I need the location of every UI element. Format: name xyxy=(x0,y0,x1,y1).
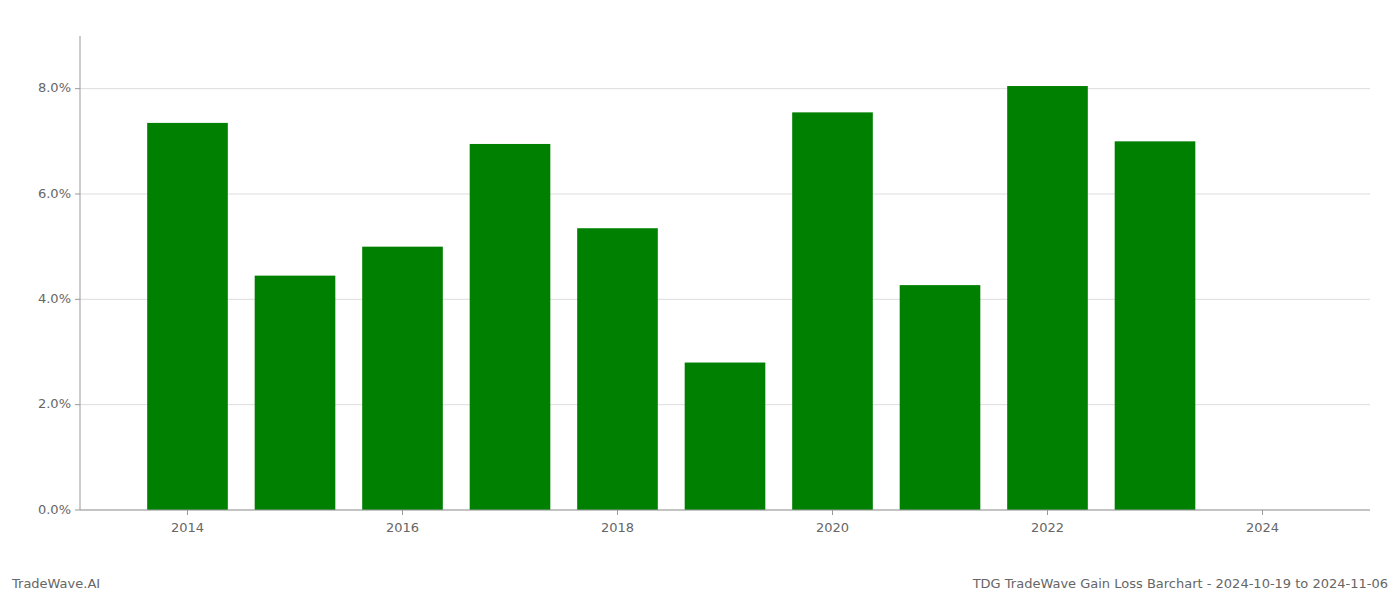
x-tick xyxy=(402,510,403,515)
bar xyxy=(255,276,336,510)
axes: 2014 2016 2018 2020 2022 2024 0.0% 2.0% 4.0% 6.0%… xyxy=(38,36,1370,535)
x-tick-label: 2018 xyxy=(601,520,634,535)
y-tick xyxy=(75,88,80,89)
x-tick-label: 2020 xyxy=(816,520,849,535)
y-tick xyxy=(75,510,80,511)
y-tick-label: 2.0% xyxy=(38,396,71,411)
x-tick-label: 2014 xyxy=(171,520,204,535)
bar xyxy=(470,144,551,510)
x-tick xyxy=(187,510,188,515)
x-tick-label: 2016 xyxy=(386,520,419,535)
x-tick xyxy=(617,510,618,515)
grid-line xyxy=(80,88,1370,89)
y-tick xyxy=(75,299,80,300)
y-tick-label: 6.0% xyxy=(38,186,71,201)
grid xyxy=(80,89,1370,510)
y-tick-label: 8.0% xyxy=(38,80,71,95)
bar xyxy=(685,363,766,510)
x-tick-label: 2024 xyxy=(1246,520,1279,535)
chart: 2014 2016 2018 2020 2022 2024 0.0% 2.0% 4.0% 6.0%… xyxy=(0,0,1400,600)
x-tick xyxy=(832,510,833,515)
bar xyxy=(362,247,443,510)
bar xyxy=(1007,86,1088,510)
bars xyxy=(147,86,1195,510)
y-tick-label: 4.0% xyxy=(38,291,71,306)
bar xyxy=(577,228,658,510)
bar xyxy=(792,112,873,510)
annotation: TradeWave.AI xyxy=(11,576,100,591)
bar xyxy=(1115,141,1196,510)
bar xyxy=(900,285,981,510)
x-tick xyxy=(1262,510,1263,515)
bar xyxy=(147,123,228,510)
y-axis-line xyxy=(80,36,81,510)
y-tick xyxy=(75,194,80,195)
x-axis-line xyxy=(80,510,1370,511)
y-tick-label: 0.0% xyxy=(38,502,71,517)
grid-line xyxy=(80,510,1370,511)
chart-container: 2014 2016 2018 2020 2022 2024 0.0% 2.0% 4.0% 6.0%… xyxy=(0,0,1400,600)
x-tick xyxy=(1047,510,1048,515)
title: TDG TradeWave Gain Loss Barchart - 2024-… xyxy=(972,576,1388,591)
y-tick xyxy=(75,404,80,405)
x-tick-label: 2022 xyxy=(1031,520,1064,535)
